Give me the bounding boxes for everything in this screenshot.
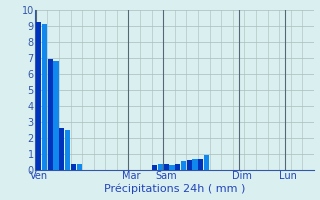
Bar (53, 61, 59, 170)
Bar (169, 165, 174, 170)
Bar (175, 164, 180, 170)
Bar (76, 164, 82, 170)
Bar (36, 22, 41, 170)
Bar (152, 165, 157, 170)
Bar (164, 164, 169, 170)
Bar (42, 24, 47, 170)
Bar (71, 164, 76, 170)
Bar (181, 161, 186, 170)
Bar (65, 130, 70, 170)
Bar (59, 128, 64, 170)
Bar (198, 159, 204, 170)
X-axis label: Précipitations 24h ( mm ): Précipitations 24h ( mm ) (104, 184, 245, 194)
Bar (204, 155, 209, 170)
Bar (187, 160, 192, 170)
Bar (48, 59, 53, 170)
Bar (158, 164, 163, 170)
Bar (193, 159, 198, 170)
